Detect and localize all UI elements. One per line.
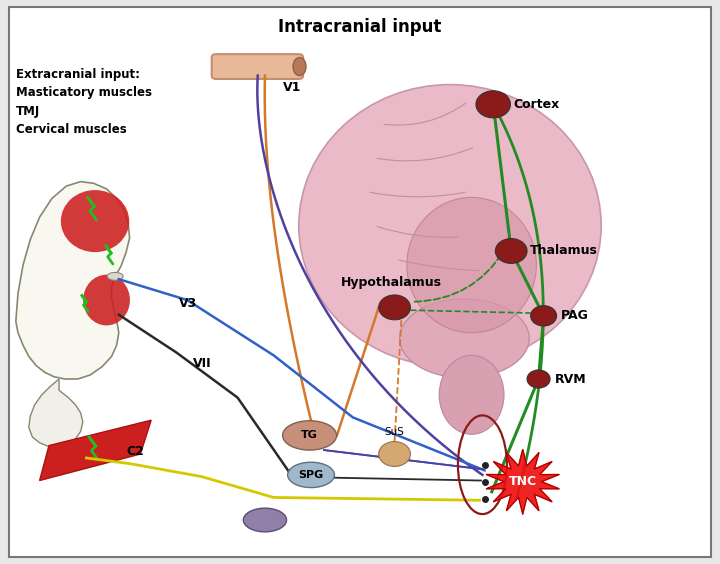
Circle shape (379, 442, 410, 466)
Ellipse shape (60, 190, 130, 252)
Circle shape (476, 91, 510, 118)
Ellipse shape (288, 462, 334, 487)
Text: Thalamus: Thalamus (530, 244, 598, 258)
Ellipse shape (293, 58, 306, 76)
Circle shape (531, 306, 557, 326)
Ellipse shape (283, 421, 337, 450)
Text: SuS: SuS (384, 427, 405, 437)
Text: Intracranial input: Intracranial input (279, 18, 441, 36)
Ellipse shape (83, 275, 130, 325)
FancyBboxPatch shape (9, 7, 711, 557)
Text: Hypothalamus: Hypothalamus (341, 276, 441, 289)
Polygon shape (29, 379, 83, 447)
Text: V3: V3 (179, 297, 197, 310)
Ellipse shape (107, 272, 123, 280)
Ellipse shape (439, 355, 504, 434)
Polygon shape (16, 182, 130, 379)
Text: PAG: PAG (561, 309, 589, 323)
Circle shape (527, 370, 550, 388)
FancyBboxPatch shape (212, 54, 303, 79)
Text: SPG: SPG (298, 470, 324, 480)
Circle shape (495, 239, 527, 263)
Text: VII: VII (193, 357, 212, 371)
Ellipse shape (299, 85, 601, 367)
Text: C2: C2 (126, 444, 144, 458)
Ellipse shape (400, 299, 529, 378)
Ellipse shape (407, 197, 536, 333)
Text: Extracranial input:
Masticatory muscles
TMJ
Cervical muscles: Extracranial input: Masticatory muscles … (16, 68, 152, 136)
Polygon shape (486, 450, 559, 514)
Text: RVM: RVM (554, 372, 586, 386)
Text: Cortex: Cortex (513, 98, 559, 111)
Polygon shape (40, 420, 151, 481)
Text: V1: V1 (283, 81, 302, 94)
Text: TG: TG (301, 430, 318, 440)
Circle shape (379, 295, 410, 320)
Ellipse shape (243, 508, 287, 532)
Text: TNC: TNC (508, 475, 537, 488)
